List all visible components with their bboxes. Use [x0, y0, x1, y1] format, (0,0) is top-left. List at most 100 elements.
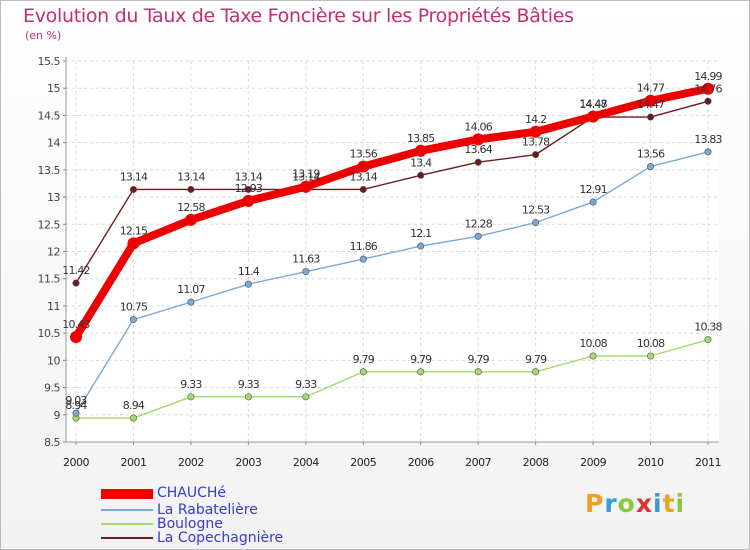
data-point-boulogne	[302, 393, 310, 401]
data-point-la-rabateliere	[72, 409, 80, 417]
data-point-la-rabateliere	[417, 242, 425, 250]
data-label-la-rabateliere: 11.07	[177, 283, 205, 296]
data-point-la-copechagniere	[417, 171, 425, 179]
logo-letter: P	[585, 489, 605, 518]
data-label-la-rabateliere: 12.28	[464, 217, 492, 230]
data-label-chauche: 13.85	[407, 132, 435, 145]
y-tick-label: 10	[47, 354, 60, 367]
data-point-boulogne	[532, 368, 540, 376]
data-label-la-copechagniere: 13.14	[177, 170, 205, 183]
data-label-chauche: 14.48	[579, 98, 607, 111]
data-label-chauche: 14.77	[637, 82, 665, 95]
data-point-la-copechagniere	[244, 185, 252, 193]
data-point-chauche	[529, 125, 542, 138]
series-line-chauche	[72, 84, 712, 341]
x-tick-label: 2008	[523, 456, 549, 469]
data-point-la-rabateliere	[589, 198, 597, 206]
proxiti-logo: Proxiti	[585, 489, 685, 518]
data-label-boulogne: 9.33	[238, 378, 260, 391]
data-point-la-copechagniere	[704, 97, 712, 105]
data-label-la-copechagniere: 14.47	[637, 98, 665, 111]
data-label-boulogne: 10.38	[694, 321, 722, 334]
logo-letter: t	[662, 489, 676, 518]
data-label-la-copechagniere: 14.47	[579, 98, 607, 111]
x-tick-label: 2001	[120, 456, 146, 469]
data-point-la-rabateliere	[187, 298, 195, 306]
data-point-chauche	[184, 213, 197, 226]
data-label-la-rabateliere: 11.86	[350, 240, 378, 253]
data-label-la-copechagniere: 13.78	[522, 136, 550, 149]
data-label-la-rabateliere: 11.63	[292, 253, 320, 266]
y-tick-label: 9.5	[44, 382, 60, 395]
data-point-boulogne	[359, 368, 367, 376]
series-line-la-rabateliere	[75, 151, 709, 414]
data-point-la-rabateliere	[532, 219, 540, 227]
data-label-boulogne: 9.33	[180, 378, 202, 391]
y-tick-label: 13.5	[38, 164, 61, 177]
y-tick-label: 14.5	[38, 109, 61, 122]
y-tick-label: 11.5	[38, 273, 61, 286]
data-point-la-rabateliere	[647, 163, 655, 171]
legend-swatch-boulogne	[101, 523, 153, 525]
data-label-boulogne: 9.79	[525, 353, 547, 366]
data-label-la-rabateliere: 12.91	[579, 183, 607, 196]
y-tick-label: 8.5	[44, 436, 60, 449]
x-tick-label: 2002	[178, 456, 204, 469]
data-label-la-copechagniere: 14.76	[694, 82, 722, 95]
data-point-chauche	[127, 237, 140, 250]
data-label-chauche: 14.2	[525, 113, 546, 126]
data-label-chauche: 13.56	[350, 148, 378, 161]
y-tick-label: 14	[47, 137, 60, 150]
x-tick-label: 2005	[350, 456, 376, 469]
data-point-chauche	[702, 82, 714, 95]
x-tick-label: 2007	[465, 456, 491, 469]
data-point-la-rabateliere	[359, 255, 367, 263]
x-tick-label: 2011	[695, 456, 721, 469]
data-label-la-copechagniere: 13.4	[410, 156, 432, 169]
data-label-la-rabateliere: 12.1	[410, 227, 431, 240]
x-tick-label: 2003	[235, 456, 261, 469]
legend-label-la-copechagniere: La Copechagnière	[157, 530, 284, 546]
data-label-chauche: 12.58	[177, 201, 205, 214]
series-line-boulogne	[75, 338, 709, 419]
logo-letter: x	[635, 489, 653, 518]
chart-title: Evolution du Taux de Taxe Foncière sur l…	[23, 5, 574, 27]
logo-letter: r	[604, 489, 618, 518]
data-point-chauche	[299, 180, 312, 193]
logo-letter: i	[675, 489, 686, 518]
logo-letter: i	[653, 489, 663, 518]
data-label-boulogne: 9.79	[353, 353, 375, 366]
data-point-chauche	[242, 194, 255, 207]
data-point-la-rabateliere	[129, 316, 137, 324]
data-label-la-rabateliere: 9.03	[65, 394, 87, 407]
data-label-chauche: 14.06	[464, 120, 492, 133]
data-label-chauche: 12.93	[235, 182, 263, 195]
logo-letter: o	[617, 489, 636, 518]
data-point-boulogne	[704, 336, 712, 344]
y-tick-label: 12.5	[38, 218, 61, 231]
data-point-la-copechagniere	[187, 185, 195, 193]
x-tick-label: 2009	[580, 456, 606, 469]
data-point-la-rabateliere	[474, 232, 482, 240]
legend-label-chauche: CHAUCHé	[157, 485, 227, 501]
data-label-la-rabateliere: 10.75	[120, 301, 148, 314]
data-label-chauche: 14.99	[694, 70, 722, 83]
legend-swatch-la-rabateliere	[101, 509, 153, 511]
x-tick-label: 2006	[408, 456, 434, 469]
data-point-la-copechagniere	[532, 151, 540, 159]
data-label-chauche: 13.19	[292, 168, 320, 181]
y-tick-label: 10.5	[38, 327, 61, 340]
data-point-chauche	[472, 133, 485, 146]
data-point-boulogne	[129, 414, 137, 422]
data-label-boulogne: 9.79	[468, 353, 490, 366]
data-label-boulogne: 10.08	[579, 337, 607, 350]
data-label-la-rabateliere: 13.56	[637, 148, 665, 161]
x-tick-label: 2010	[638, 456, 664, 469]
data-point-chauche	[644, 94, 657, 107]
data-point-chauche	[357, 160, 370, 173]
data-point-chauche	[414, 144, 427, 157]
data-point-chauche	[587, 110, 600, 123]
data-point-boulogne	[474, 368, 482, 376]
